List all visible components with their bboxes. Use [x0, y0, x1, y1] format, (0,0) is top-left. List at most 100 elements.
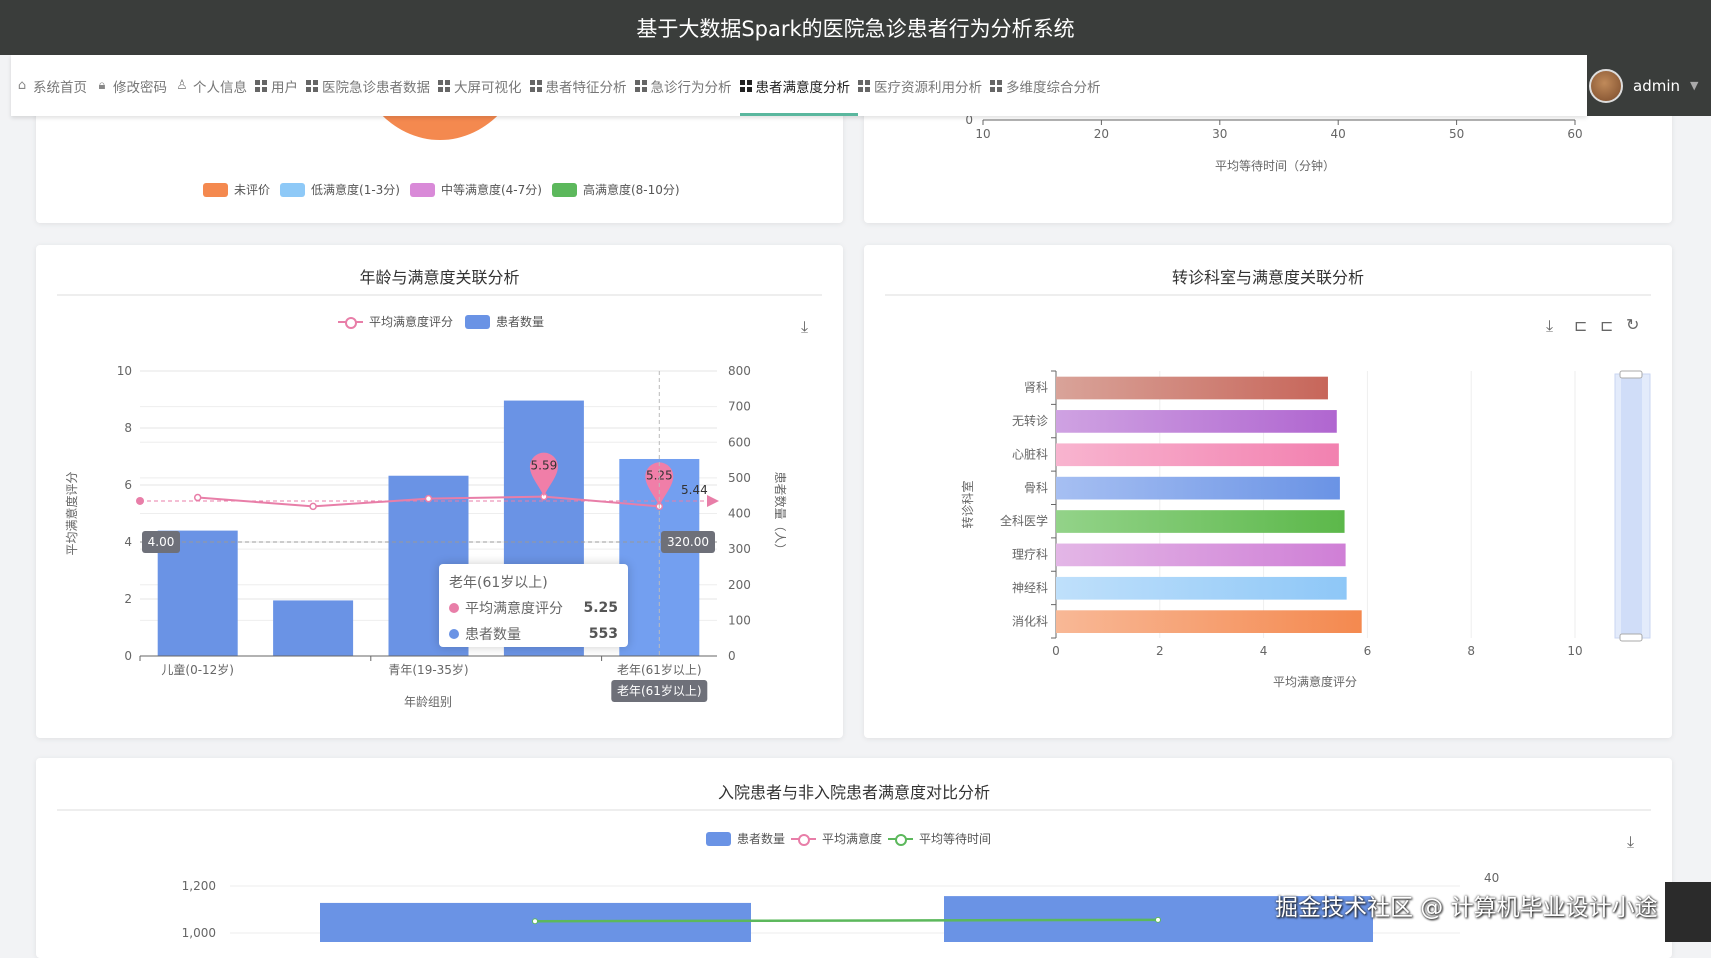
left-tick-label: 6	[124, 478, 132, 492]
left-tick-label: 2	[124, 592, 132, 606]
nav-item[interactable]: 患者特征分析	[526, 55, 631, 116]
nav-item[interactable]: 医院急诊患者数据	[302, 55, 434, 116]
nav-item[interactable]: 患者满意度分析	[736, 55, 858, 116]
bar-5[interactable]	[1056, 543, 1346, 567]
download-icon[interactable]: ⤓	[1546, 316, 1554, 335]
line-point-0[interactable]	[532, 918, 538, 925]
nav-item[interactable]: 用户	[251, 55, 302, 116]
legend-label[interactable]: 平均等待时间	[919, 832, 992, 846]
grid-icon	[990, 79, 1002, 92]
chevron-down-icon[interactable]: ▼	[1690, 79, 1699, 92]
nav-item[interactable]: 医疗资源利用分析	[854, 55, 986, 116]
right-tick-label: 600	[728, 435, 751, 449]
mark-line-arrow	[707, 494, 719, 507]
app-title: 基于大数据Spark的医院急诊患者行为分析系统	[636, 17, 1075, 41]
data-zoom-handle-top[interactable]	[1619, 370, 1643, 379]
line-point-1[interactable]	[309, 502, 317, 511]
legend-swatch[interactable]	[409, 182, 435, 197]
nav-item[interactable]: ♙ 个人信息	[171, 55, 251, 116]
pie-legend: 未评价 低满意度(1-3分) 中等满意度(4-7分) 高满意度(8-10分)	[203, 181, 680, 198]
right-tick-label: 300	[728, 542, 751, 556]
line-point-1[interactable]	[1155, 916, 1161, 923]
avatar[interactable]	[1589, 68, 1623, 103]
download-icon[interactable]: ⤓	[801, 317, 809, 336]
legend-label[interactable]: 未评价	[234, 183, 271, 197]
legend-label[interactable]: 患者数量	[737, 832, 786, 846]
divider	[57, 809, 1651, 811]
legend-line-swatch[interactable]	[338, 315, 363, 329]
bar-2[interactable]	[1056, 443, 1339, 467]
zoom-reset-icon[interactable]: ⊏	[1600, 316, 1614, 335]
nav-item-label: 患者满意度分析	[755, 79, 851, 96]
right-tick-label: 40	[1484, 871, 1499, 885]
nav-item[interactable]: 多维度综合分析	[986, 55, 1105, 116]
legend-label[interactable]: 中等满意度(4-7分)	[440, 183, 542, 197]
download-icon[interactable]: ⤓	[1627, 832, 1635, 851]
bar-1[interactable]	[273, 600, 354, 656]
bar-4[interactable]	[1056, 510, 1345, 533]
nav-item-label: 患者特征分析	[545, 79, 627, 96]
x-tick-label: 儿童(0-12岁)	[161, 662, 234, 677]
grid-icon	[438, 79, 450, 92]
x-tick-label: 青年(19-35岁)	[388, 662, 468, 677]
legend-label[interactable]: 患者数量	[496, 315, 545, 329]
legend-label[interactable]: 平均满意度	[822, 832, 883, 846]
tooltip-value: 5.25	[583, 600, 618, 616]
right-tick-label: 800	[728, 364, 751, 378]
line-point-0[interactable]	[193, 493, 202, 502]
data-zoom-handle-bottom[interactable]	[1619, 633, 1643, 642]
x-tick-label: 20	[1094, 127, 1109, 141]
legend-label[interactable]: 高满意度(8-10分)	[582, 183, 680, 197]
bar-0[interactable]	[1056, 376, 1328, 400]
left-tick-label: 1,000	[182, 926, 216, 940]
x-tick-label: 60	[1567, 127, 1582, 141]
line-point-2[interactable]	[424, 494, 433, 503]
nav-item[interactable]: ⌂ 系统首页	[11, 55, 91, 116]
tooltip-value: 553	[588, 626, 618, 642]
legend-label[interactable]: 平均满意度评分	[369, 315, 454, 329]
admission-satisfaction-card: 入院患者与非入院患者满意度对比分析 患者数量 平均满意度 平均等待时间 ⤓	[36, 758, 1672, 958]
username[interactable]: admin	[1633, 76, 1680, 95]
nav-item-label: 医疗资源利用分析	[874, 79, 982, 96]
zoom-icon[interactable]: ⊏	[1574, 316, 1588, 335]
x-tick-label: 4	[1260, 644, 1268, 658]
right-tick-label: 0	[728, 649, 736, 663]
grid-icon	[634, 79, 647, 92]
nav-item[interactable]: 大屏可视化	[434, 55, 526, 116]
bar-7[interactable]	[1056, 610, 1362, 633]
user-menu[interactable]: admin ▼	[1587, 55, 1711, 116]
bar-1[interactable]	[1056, 410, 1337, 433]
legend-swatch[interactable]	[280, 182, 306, 197]
legend-line-swatch[interactable]	[888, 832, 914, 846]
bar-3[interactable]	[1056, 476, 1340, 500]
legend-swatch[interactable]	[203, 182, 228, 197]
bar-6[interactable]	[1056, 576, 1347, 600]
y-tick-label: 全科医学	[1000, 513, 1048, 528]
nav-item-label: 多维度综合分析	[1006, 79, 1101, 96]
restore-icon[interactable]: ↻	[1626, 315, 1640, 334]
right-tick-label: 100	[728, 613, 751, 627]
right-tick-label: 200	[728, 578, 751, 592]
legend-line-swatch[interactable]	[791, 832, 817, 846]
floating-panel[interactable]	[1665, 882, 1711, 942]
legend-bar-swatch[interactable]	[465, 314, 491, 329]
legend-label[interactable]: 低满意度(1-3分)	[311, 183, 400, 197]
tooltip-dot	[449, 629, 459, 639]
nav-item[interactable]: 急诊行为分析	[631, 55, 736, 116]
user-icon: ♙	[176, 77, 188, 93]
legend-bar-swatch[interactable]	[706, 831, 731, 846]
y-tick-label: 肾科	[1024, 381, 1048, 395]
tooltip-title: 老年(61岁以上)	[449, 575, 548, 591]
y-axis-title: 转诊科室	[960, 480, 975, 528]
lock-icon: 🔒︎	[98, 77, 106, 93]
watermark: 掘金技术社区 @ 计算机毕业设计小途	[1275, 895, 1658, 921]
axis-pointer-x-box	[611, 680, 708, 702]
axis-pointer-left-label: 4.00	[148, 535, 175, 549]
grid-icon	[306, 79, 318, 92]
legend-swatch[interactable]	[551, 182, 577, 197]
left-tick-label: 1,200	[182, 879, 216, 893]
axis-pointer-left-box	[142, 531, 180, 553]
nav-item[interactable]: 🔒︎ 修改密码	[91, 55, 171, 116]
left-tick-label: 10	[117, 364, 132, 378]
nav-item-label: 医院急诊患者数据	[322, 79, 430, 96]
